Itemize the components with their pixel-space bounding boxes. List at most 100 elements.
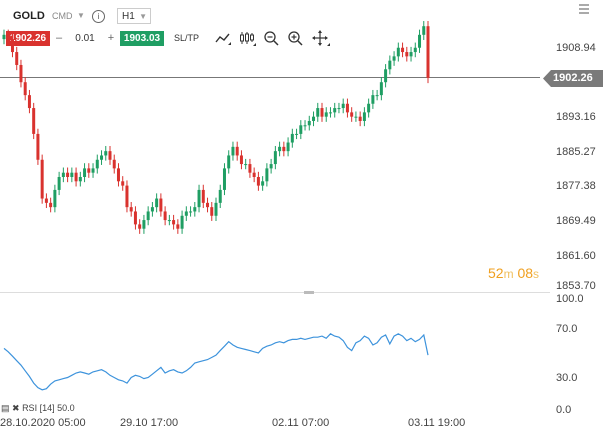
candle-body <box>57 176 61 190</box>
candle-body <box>53 189 57 208</box>
candle-body <box>10 39 14 53</box>
candle-body <box>290 133 294 143</box>
candle-body <box>422 26 426 35</box>
candle-body <box>146 211 150 221</box>
candle-body <box>401 47 405 53</box>
timeframe-value: H1 <box>122 11 135 22</box>
quantity-input[interactable]: 0.01 <box>75 33 95 44</box>
candle-body <box>159 198 163 212</box>
candle-body <box>6 34 10 40</box>
candle-body <box>133 211 137 225</box>
candle-body <box>210 207 214 216</box>
candle-body <box>108 151 112 160</box>
rsi-line <box>3 333 429 391</box>
sl-tp-button[interactable]: SL/TP <box>174 33 200 43</box>
buy-button[interactable]: 1903.03 <box>120 31 164 46</box>
candle-body <box>350 112 354 117</box>
candle-body <box>409 52 413 57</box>
candle-body <box>15 52 19 65</box>
rsi-axis-label: 70.0 <box>556 323 578 335</box>
candle-body <box>116 168 120 182</box>
timeframe-select[interactable]: H1 ▼ <box>117 8 151 24</box>
candle-body <box>218 189 222 203</box>
zoom-in-icon[interactable] <box>287 30 305 47</box>
candle-body <box>150 207 154 212</box>
candle-body <box>367 103 371 113</box>
price-label: 1893.16 <box>556 111 596 123</box>
time-label: 29.10 17:00 <box>120 417 179 429</box>
countdown-minutes: 52 <box>488 265 504 281</box>
info-icon[interactable]: i <box>92 10 105 23</box>
candle-body <box>32 108 36 134</box>
rsi-axis-label: 100.0 <box>556 293 584 305</box>
symbol-class: CMD <box>52 11 73 21</box>
rsi-axis-label: 30.0 <box>556 372 578 384</box>
zoom-out-icon[interactable] <box>263 30 281 47</box>
candle-body <box>354 116 358 118</box>
candle-body <box>2 34 6 40</box>
menu-icon[interactable] <box>578 2 590 14</box>
candle-body <box>227 155 231 169</box>
rsi-axis-label: 0.0 <box>556 404 572 416</box>
time-label: 02.11 07:00 <box>272 417 330 429</box>
time-label: 28.10.2020 05:00 <box>0 417 86 429</box>
quantity-increase-button[interactable]: + <box>107 32 115 44</box>
candle-body <box>239 155 243 165</box>
candle-body <box>341 103 345 109</box>
crosshair-icon[interactable] <box>312 30 330 47</box>
rsi-indicator-label[interactable]: ▤ ✖ RSI [14] 50.0 <box>1 403 75 414</box>
candles-layer <box>2 21 430 234</box>
symbol-dropdown-icon[interactable]: ▼ <box>77 11 85 20</box>
candle-body <box>235 146 239 156</box>
rsi-label-text: RSI [14] 50.0 <box>22 403 75 413</box>
time-label: 03.11 19:00 <box>408 417 466 429</box>
candle-body <box>286 142 290 152</box>
sell-button[interactable]: 1902.26 <box>6 31 50 46</box>
symbol-name[interactable]: GOLD <box>13 10 45 22</box>
candle-body <box>49 202 53 208</box>
price-label: 1877.38 <box>556 180 596 192</box>
candlestick-icon[interactable] <box>238 30 256 47</box>
candle-body <box>74 172 78 182</box>
candle-body <box>261 181 265 186</box>
candle-body <box>184 211 188 216</box>
price-label: 1869.49 <box>556 215 596 227</box>
candle-body <box>231 146 235 156</box>
candle-body <box>193 207 197 212</box>
line-chart-icon[interactable] <box>214 30 232 47</box>
candle-body <box>371 95 375 104</box>
candle-body <box>61 172 65 177</box>
candle-body <box>36 133 40 160</box>
countdown-seconds: 08 <box>517 265 534 281</box>
candle-body <box>176 224 180 229</box>
candle-body <box>180 215 184 229</box>
candle-body <box>392 56 396 61</box>
candle-body <box>78 176 82 182</box>
candle-body <box>418 34 422 48</box>
candle-body <box>222 168 226 190</box>
candle-body <box>265 168 269 182</box>
price-label: 1853.70 <box>556 280 596 292</box>
candle-body <box>19 64 23 83</box>
candle-body <box>244 164 248 166</box>
current-price-tag <box>543 70 603 87</box>
quantity-decrease-button[interactable]: – <box>55 32 63 44</box>
candle-body <box>316 108 320 117</box>
candle-body <box>66 172 70 177</box>
candle-body <box>142 220 146 229</box>
candle-body <box>426 26 430 78</box>
candle-body <box>396 47 400 57</box>
candle-body <box>384 69 388 83</box>
candle-body <box>87 168 91 173</box>
current-price-value: 1902.26 <box>553 72 593 84</box>
candle-body <box>375 95 379 97</box>
candle-body <box>27 95 31 109</box>
candle-body <box>303 125 307 127</box>
candle-body <box>167 220 171 222</box>
candle-body <box>333 108 337 113</box>
indicator-settings-icon[interactable]: ▤ ✖ <box>1 403 20 413</box>
candle-body <box>307 120 311 126</box>
candle-body <box>95 159 99 169</box>
candle-body <box>100 155 104 160</box>
